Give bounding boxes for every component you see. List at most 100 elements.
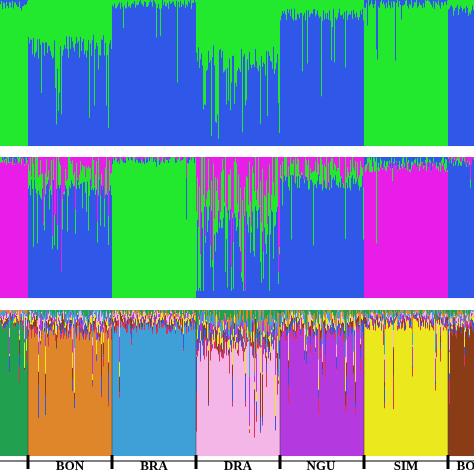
membership-bar-segment (67, 320, 69, 322)
membership-bar-segment (5, 310, 7, 314)
membership-bar-segment (417, 0, 419, 8)
membership-bar-segment (207, 310, 209, 317)
membership-bar-segment (67, 310, 69, 315)
membership-bar-segment (107, 333, 109, 336)
membership-bar-segment (212, 266, 214, 299)
membership-bar-segment (81, 310, 83, 311)
membership-bar-segment (139, 162, 141, 299)
membership-bar-segment (307, 157, 309, 166)
membership-bar-segment (258, 321, 260, 332)
membership-bar-segment (37, 39, 39, 147)
membership-bar-segment (264, 319, 266, 333)
membership-bar-segment (220, 323, 222, 331)
membership-bar-segment (461, 161, 463, 166)
membership-bar-segment (236, 337, 238, 343)
membership-bar-segment (104, 318, 106, 320)
membership-bar-segment (126, 325, 128, 333)
membership-bar-segment (259, 157, 261, 206)
membership-bar-segment (212, 345, 214, 347)
membership-bar-segment (259, 346, 261, 457)
membership-bar-segment (193, 313, 195, 315)
membership-bar-segment (275, 337, 277, 376)
membership-bar-segment (316, 0, 318, 14)
membership-bar-segment (391, 157, 393, 158)
membership-bar-segment (296, 310, 298, 311)
membership-bar-segment (135, 0, 137, 8)
membership-bar-segment (195, 311, 197, 314)
membership-bar-segment (363, 157, 365, 188)
membership-bar-segment (434, 0, 436, 10)
membership-bar-segment (301, 171, 303, 175)
membership-bar-segment (178, 310, 180, 314)
membership-bar-segment (26, 313, 28, 317)
membership-bar-segment (245, 290, 247, 299)
membership-bar-segment (69, 186, 71, 299)
membership-bar-segment (120, 8, 122, 147)
membership-bar-segment (305, 327, 307, 329)
membership-bar-segment (111, 157, 113, 174)
membership-bar-segment (132, 329, 134, 457)
membership-bar-segment (182, 332, 184, 457)
membership-bar-segment (130, 310, 132, 317)
membership-bar-segment (462, 0, 464, 12)
membership-bar-segment (267, 338, 269, 345)
membership-bar-segment (231, 157, 233, 268)
membership-bar-segment (380, 0, 382, 3)
membership-bar-segment (41, 157, 43, 175)
membership-bar-segment (16, 313, 18, 316)
membership-bar-segment (180, 314, 182, 316)
membership-bar-segment (210, 314, 212, 323)
membership-bar-segment (261, 347, 263, 457)
membership-bar-segment (318, 157, 320, 165)
membership-bar-segment (87, 319, 89, 329)
membership-bar-segment (295, 157, 297, 158)
membership-bar-segment (121, 2, 123, 147)
membership-bar-segment (82, 315, 84, 321)
membership-bar-segment (12, 157, 14, 159)
membership-bar-segment (300, 0, 302, 14)
membership-bar-segment (192, 318, 194, 321)
membership-bar-segment (174, 316, 176, 320)
membership-bar-segment (448, 0, 450, 10)
membership-bar-segment (191, 321, 193, 328)
membership-bar-segment (384, 166, 386, 299)
membership-bar-segment (460, 162, 462, 166)
membership-bar-segment (287, 310, 289, 319)
membership-bar-segment (23, 0, 25, 7)
membership-bar-segment (181, 334, 183, 457)
membership-bar-segment (239, 328, 241, 330)
membership-bar-segment (79, 318, 81, 322)
membership-bar-segment (401, 165, 403, 299)
membership-bar-segment (298, 320, 300, 323)
membership-bar-segment (164, 310, 166, 315)
membership-bar-segment (235, 324, 237, 331)
membership-bar-segment (77, 178, 79, 181)
membership-bar-segment (153, 157, 155, 159)
membership-bar-segment (39, 331, 41, 335)
membership-bar-segment (110, 325, 112, 457)
membership-bar-segment (194, 157, 196, 158)
membership-bar-segment (470, 0, 472, 15)
membership-bar-segment (378, 6, 380, 147)
membership-bar-segment (1, 312, 3, 316)
membership-bar-segment (266, 363, 268, 372)
membership-bar-segment (94, 157, 96, 187)
membership-bar-segment (322, 0, 324, 21)
membership-bar-segment (424, 7, 426, 147)
membership-bar-segment (365, 157, 367, 166)
membership-bar-segment (24, 311, 26, 315)
membership-bar-segment (82, 320, 84, 329)
membership-bar-segment (47, 337, 49, 457)
membership-bar-segment (250, 0, 252, 65)
membership-bar-segment (93, 160, 95, 191)
membership-bar-segment (256, 157, 258, 201)
membership-bar-segment (194, 162, 196, 299)
membership-bar-segment (243, 310, 245, 322)
membership-bar-segment (436, 161, 438, 169)
membership-bar-segment (441, 1, 443, 147)
membership-bar-segment (50, 312, 52, 316)
membership-bar-segment (222, 353, 224, 356)
membership-bar-segment (182, 313, 184, 315)
membership-bar-segment (236, 86, 238, 147)
membership-bar-segment (295, 336, 297, 341)
